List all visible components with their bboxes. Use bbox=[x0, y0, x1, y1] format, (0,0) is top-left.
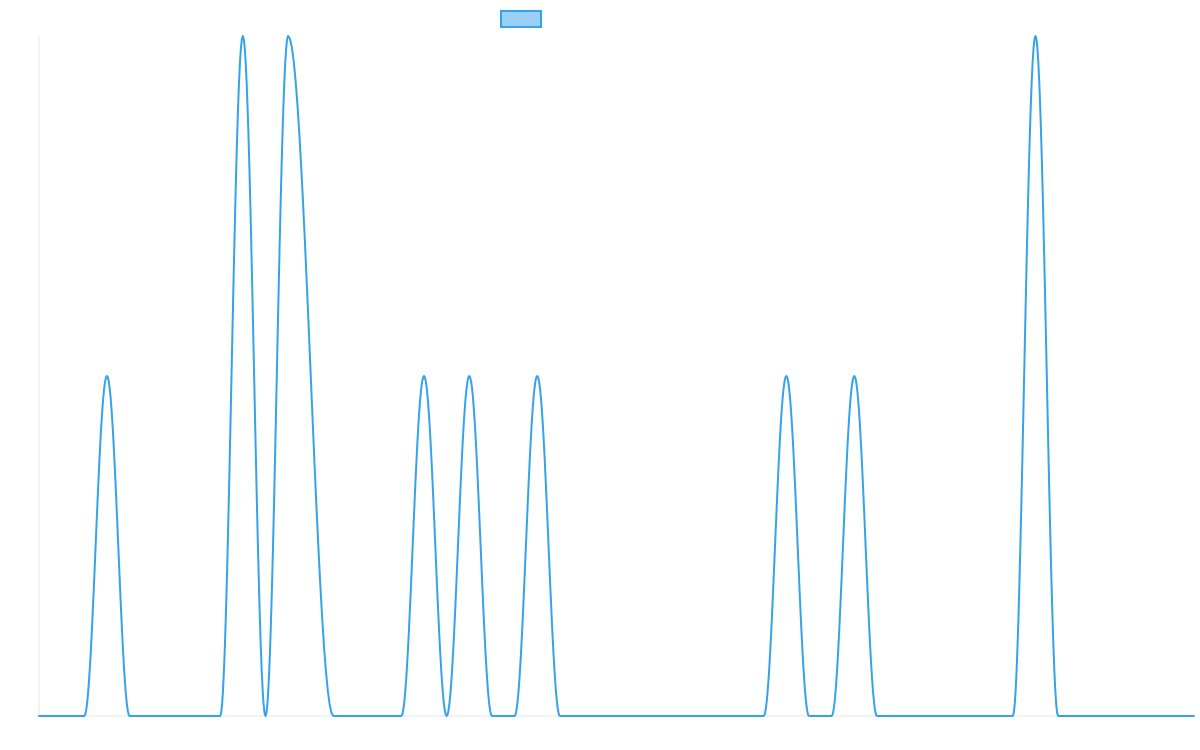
legend-swatch bbox=[500, 10, 542, 28]
axes bbox=[38, 36, 1194, 717]
series-line-1 bbox=[38, 35, 1195, 717]
series-group bbox=[38, 35, 1195, 717]
